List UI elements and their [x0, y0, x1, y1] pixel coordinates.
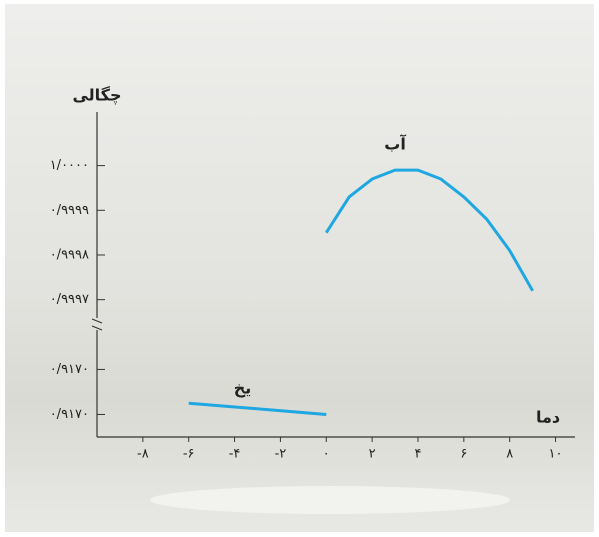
y-tick-label: ۰/۹۹۹۷	[50, 292, 89, 307]
x-tick-label: ۲	[369, 447, 376, 462]
y-tick-label: ۰/۹۱۷۰	[50, 407, 89, 422]
x-tick-label: ۰	[323, 447, 330, 462]
x-tick-label: -۲	[275, 447, 287, 462]
x-tick-label: ۶	[460, 447, 467, 462]
y-tick-label: ۰/۹۱۷۰	[50, 362, 89, 377]
background-glow	[150, 486, 510, 514]
x-tick-label: ۸	[506, 447, 513, 462]
series-line	[188, 401, 327, 416]
y-tick-label: ۱/۰۰۰۰	[50, 158, 89, 173]
axis-break	[91, 318, 103, 331]
x-tick-label: -۴	[229, 447, 241, 462]
x-tick-label: ۴	[414, 447, 421, 462]
y-tick-label: ۰/۹۹۹۹	[50, 203, 89, 218]
series-line	[325, 168, 534, 292]
series-label: آب	[384, 134, 406, 154]
background	[5, 4, 594, 532]
x-tick-label: -۶	[183, 447, 195, 462]
y-axis-label: چگالی	[72, 86, 121, 106]
x-axis-label: دما	[536, 408, 560, 427]
y-tick-label: ۰/۹۹۹۸	[50, 247, 89, 262]
x-tick-label: -۸	[137, 447, 149, 462]
x-tick-label: ۱۰	[549, 447, 563, 462]
series-label: یخ	[234, 378, 252, 397]
